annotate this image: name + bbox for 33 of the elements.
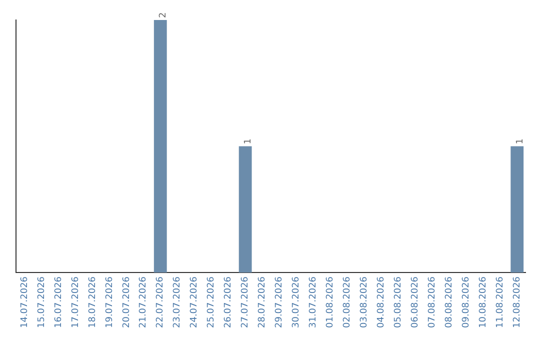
data-label: 1 <box>244 138 254 144</box>
data-label: 1 <box>515 138 526 144</box>
x-tick-label: 20.07.2026 <box>122 276 132 328</box>
x-tick-label: 16.07.2026 <box>54 276 64 328</box>
data-label: 2 <box>158 12 169 18</box>
x-tick-label: 07.08.2026 <box>428 276 438 328</box>
x-tick-label: 11.08.2026 <box>495 276 506 328</box>
x-tick-label: 05.08.2026 <box>394 276 404 328</box>
x-tick-label: 21.07.2026 <box>138 276 149 328</box>
x-tick-label: 03.08.2026 <box>360 276 370 328</box>
x-tick-label: 30.07.2026 <box>292 276 302 328</box>
x-tick-label: 15.07.2026 <box>36 276 47 328</box>
x-tick-label: 06.08.2026 <box>410 276 421 328</box>
x-tick-label: 17.07.2026 <box>70 276 81 328</box>
x-tick-label: 09.08.2026 <box>461 276 472 328</box>
x-tick-label: 12.08.2026 <box>512 276 522 328</box>
x-tick-label: 27.07.2026 <box>240 276 251 328</box>
x-tick-label: 28.07.2026 <box>258 276 268 328</box>
x-tick-label: 25.07.2026 <box>206 276 217 328</box>
x-tick-label: 24.07.2026 <box>190 276 200 328</box>
x-tick-label: 22.07.2026 <box>156 276 166 328</box>
x-tick-label: 14.07.2026 <box>20 276 30 328</box>
x-tick-label: 26.07.2026 <box>224 276 234 328</box>
x-tick-label: 23.07.2026 <box>172 276 183 328</box>
x-tick-label: 02.08.2026 <box>342 276 353 328</box>
x-tick-label: 19.07.2026 <box>104 276 115 328</box>
x-tick-label: 04.08.2026 <box>376 276 387 328</box>
x-tick-label: 18.07.2026 <box>88 276 98 328</box>
x-tick-label: 29.07.2026 <box>274 276 285 328</box>
x-tick-label: 31.07.2026 <box>308 276 319 328</box>
x-tick-label: 01.08.2026 <box>326 276 336 328</box>
x-tick-label: 10.08.2026 <box>478 276 488 328</box>
x-tick-label: 08.08.2026 <box>444 276 454 328</box>
